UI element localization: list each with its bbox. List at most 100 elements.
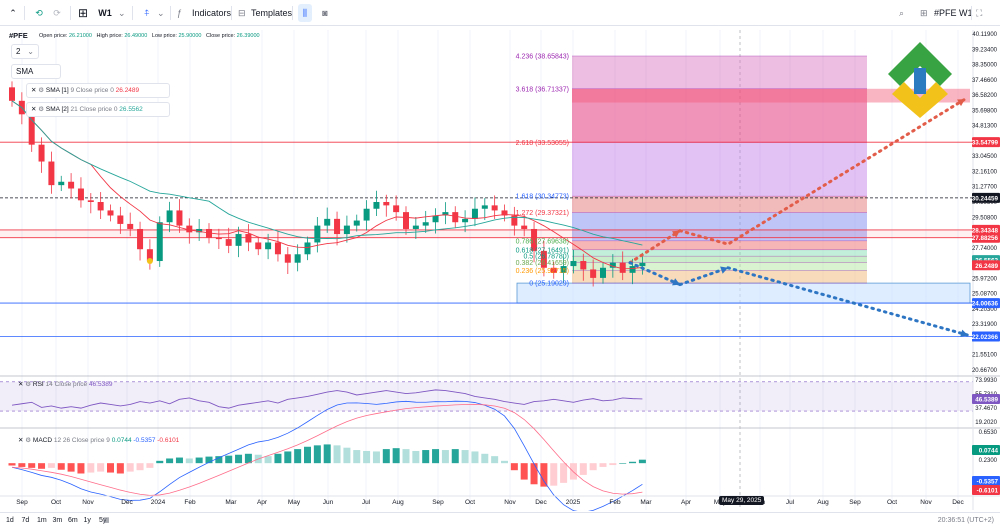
sma-2-line bbox=[11, 100, 643, 246]
macd-bar bbox=[107, 463, 114, 473]
forecast-arrow-blue-head bbox=[720, 266, 728, 274]
range-button-6m[interactable]: 6m bbox=[68, 517, 78, 524]
candle bbox=[334, 218, 341, 235]
candle bbox=[77, 188, 84, 201]
macd-bar bbox=[116, 463, 124, 474]
macd-tick: 0.2300 bbox=[979, 458, 998, 464]
macd-bar bbox=[185, 458, 193, 464]
chevron-down-icon[interactable]: ⌄ bbox=[118, 8, 126, 18]
legend-symbol: #PFE bbox=[9, 31, 28, 40]
candle bbox=[511, 215, 518, 226]
range-button-1d[interactable]: 1d bbox=[6, 517, 14, 524]
forecast-arrow-blue-head bbox=[672, 278, 680, 286]
candle bbox=[274, 242, 281, 255]
fib-zone bbox=[572, 142, 867, 197]
search-icon[interactable]: ⌕ bbox=[899, 8, 905, 18]
candle bbox=[176, 210, 183, 226]
candle bbox=[87, 200, 94, 202]
time-tick: Mar bbox=[640, 499, 652, 506]
price-tick: 36.58200 bbox=[972, 93, 998, 99]
macd-tag-text: 0.0744 bbox=[979, 448, 999, 455]
gear-icon[interactable]: ⚙ bbox=[38, 87, 45, 94]
fib-zone bbox=[572, 262, 867, 271]
candle bbox=[422, 222, 429, 226]
signal-line bbox=[11, 403, 643, 496]
candle bbox=[68, 181, 75, 189]
undo-icon[interactable]: ⟲ bbox=[35, 8, 43, 18]
gear-icon[interactable]: ⚙ bbox=[25, 381, 32, 388]
range-button-7d[interactable]: 7d bbox=[21, 517, 30, 524]
indicator-sma-1[interactable]: ✕ ⚙ SMA [1] 9 Close price 0 26.2489 bbox=[26, 83, 170, 98]
time-tick: Jun bbox=[323, 499, 334, 506]
close-icon[interactable]: ✕ bbox=[18, 437, 24, 444]
close-icon[interactable]: ✕ bbox=[18, 381, 24, 388]
range-button-3m[interactable]: 3m bbox=[52, 517, 63, 524]
candle bbox=[373, 202, 380, 209]
templates-icon: ⊟ bbox=[238, 8, 246, 18]
macd-bar bbox=[402, 449, 410, 464]
price-tick: 38.35000 bbox=[972, 63, 998, 69]
candle bbox=[9, 87, 15, 101]
fib-label: 4.236 (38.65843) bbox=[516, 53, 569, 60]
indicator-sma-2[interactable]: ✕ ⚙ SMA [2] 21 Close price 0 26.5562 bbox=[26, 102, 170, 117]
candle bbox=[304, 242, 311, 255]
macd-legend[interactable]: ✕ ⚙ MACD 12 26 Close price 9 0.0744 -0.5… bbox=[18, 437, 180, 444]
candle bbox=[265, 242, 272, 250]
close-icon[interactable]: ✕ bbox=[31, 106, 37, 113]
candle bbox=[383, 202, 390, 206]
candle bbox=[403, 212, 409, 229]
price-tag bbox=[972, 224, 1000, 235]
range-button-5y[interactable]: 5y bbox=[99, 517, 107, 524]
price-tick: 39.23400 bbox=[972, 47, 998, 53]
rsi-tag bbox=[972, 394, 1000, 404]
price-tag bbox=[972, 232, 1000, 243]
chevron-down-icon[interactable]: ⌄ bbox=[157, 8, 165, 18]
macd-bar bbox=[491, 456, 499, 464]
bars-icon[interactable]: ⫼ bbox=[298, 4, 312, 22]
time-tick: Sep bbox=[432, 499, 444, 506]
macd-bar bbox=[540, 463, 548, 487]
gear-icon[interactable]: ⚙ bbox=[38, 106, 45, 113]
camera-icon[interactable]: ◙ bbox=[322, 8, 328, 18]
price-tag-text: 26.2489 bbox=[975, 263, 998, 270]
macd-bar bbox=[77, 463, 85, 474]
candle bbox=[521, 225, 528, 229]
candle bbox=[442, 212, 449, 216]
fib-label: 3.618 (36.71337) bbox=[516, 86, 569, 93]
price-tick: 24.20300 bbox=[972, 307, 998, 313]
add-symbol-icon[interactable]: ⊞ bbox=[77, 6, 89, 20]
redo-icon[interactable]: ⟳ bbox=[53, 8, 61, 18]
symbol-button[interactable]: #PFE W1 bbox=[934, 8, 973, 18]
fib-label: 0.5 (26.78780) bbox=[523, 254, 569, 261]
time-tick: Mar bbox=[225, 499, 237, 506]
range-button-1y[interactable]: 1y bbox=[83, 517, 91, 524]
rsi-tick: 37.4670 bbox=[975, 406, 997, 412]
calendar-icon[interactable]: ▦ bbox=[103, 517, 110, 524]
chart-area[interactable]: 4.236 (38.65843) 3.618 (36.71337) 2.618 (3… bbox=[0, 26, 1000, 511]
collapse-icon[interactable]: ⌃ bbox=[9, 8, 17, 18]
rsi-legend[interactable]: ✕ ⚙ RSI 14 Close price 46.5389 bbox=[18, 381, 113, 388]
price-tag-text: 22.02366 bbox=[972, 334, 999, 341]
price-tag bbox=[972, 331, 1000, 342]
close-icon[interactable]: ✕ bbox=[31, 87, 37, 94]
macd-bar bbox=[323, 444, 331, 464]
chart-type-icon[interactable]: ⍏ bbox=[144, 8, 150, 18]
forecast-arrow-blue-head bbox=[960, 329, 968, 338]
candle bbox=[353, 220, 360, 226]
macd-bar bbox=[195, 457, 203, 464]
fib-zone bbox=[572, 270, 867, 284]
fullscreen-icon[interactable]: ⛶ bbox=[976, 8, 983, 18]
sma-chip[interactable]: SMA bbox=[11, 64, 61, 79]
fib-zone bbox=[572, 240, 867, 250]
price-tick: 25.08700 bbox=[972, 292, 998, 298]
templates-button[interactable]: Templates bbox=[251, 8, 293, 18]
macd-bar bbox=[609, 463, 617, 466]
macd-bar bbox=[274, 453, 282, 464]
interval-button[interactable]: W1 bbox=[98, 8, 112, 18]
macd-bar bbox=[501, 460, 508, 464]
range-button-1m[interactable]: 1m bbox=[37, 517, 47, 524]
indicators-button[interactable]: Indicators bbox=[192, 8, 232, 18]
count-select[interactable]: 2 ⌄ bbox=[11, 44, 39, 59]
gear-icon[interactable]: ⚙ bbox=[25, 437, 32, 444]
macd-tag bbox=[972, 476, 1000, 486]
